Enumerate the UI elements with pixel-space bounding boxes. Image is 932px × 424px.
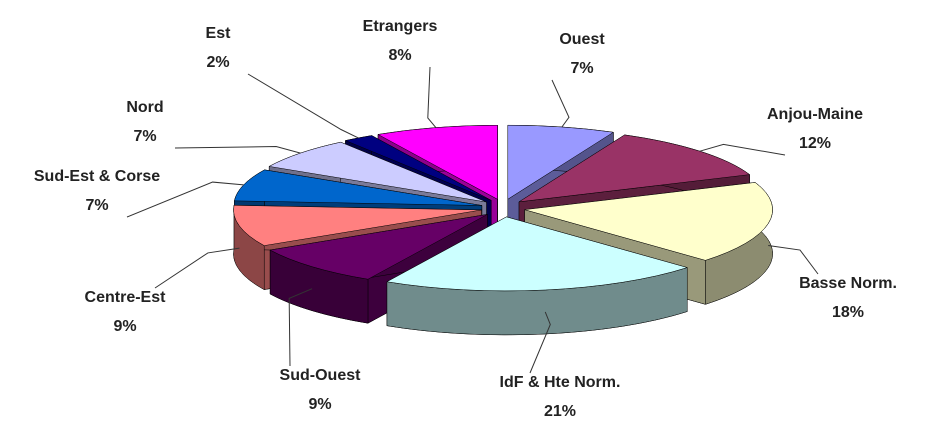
slice-value-label: 21% <box>544 403 576 419</box>
slice-value-label: 9% <box>308 396 331 413</box>
slice <box>386 216 689 336</box>
slice-value-label: 12% <box>799 135 831 152</box>
slice-label: Anjou-Maine <box>767 106 863 123</box>
leader-line <box>247 73 359 139</box>
leader-line <box>529 311 551 374</box>
slice-top <box>386 216 689 292</box>
slice-value-label: 9% <box>113 318 136 335</box>
slice-value-label: 7% <box>133 128 156 145</box>
leader-line <box>288 288 313 367</box>
slice-top <box>234 169 482 206</box>
slice-label: Sud-Est & Corse <box>34 168 160 185</box>
slice-top <box>269 214 488 280</box>
leader-line <box>768 245 819 275</box>
slice-top <box>268 141 487 203</box>
slice-label: Sud-Ouest <box>280 367 362 384</box>
slice-label: Etrangers <box>363 18 438 35</box>
slice-label: Centre-Est <box>85 289 167 306</box>
slice-label: Nord <box>126 99 163 116</box>
slice-value-label: 18% <box>832 304 864 321</box>
leader-line <box>154 247 240 289</box>
slice-top <box>524 182 773 261</box>
slice-label: IdF & Hte Norm. <box>500 374 621 391</box>
leader-line <box>699 143 786 156</box>
slice-top <box>518 134 751 203</box>
leader-line <box>551 79 570 128</box>
slice-value-label: 7% <box>570 60 593 77</box>
leader-line <box>126 181 244 218</box>
slice-value-label: 2% <box>206 54 229 71</box>
slice-top <box>507 124 615 200</box>
slice-label: Est <box>206 25 232 42</box>
leader-line <box>427 66 437 128</box>
slice-label: Basse Norm. <box>799 275 897 292</box>
slice-value-label: 8% <box>388 47 411 64</box>
leader-line <box>174 146 301 154</box>
slice-top <box>377 125 498 200</box>
slice-top <box>233 205 482 246</box>
slice-value-label: 7% <box>85 197 108 214</box>
slice-label: Ouest <box>559 31 605 48</box>
